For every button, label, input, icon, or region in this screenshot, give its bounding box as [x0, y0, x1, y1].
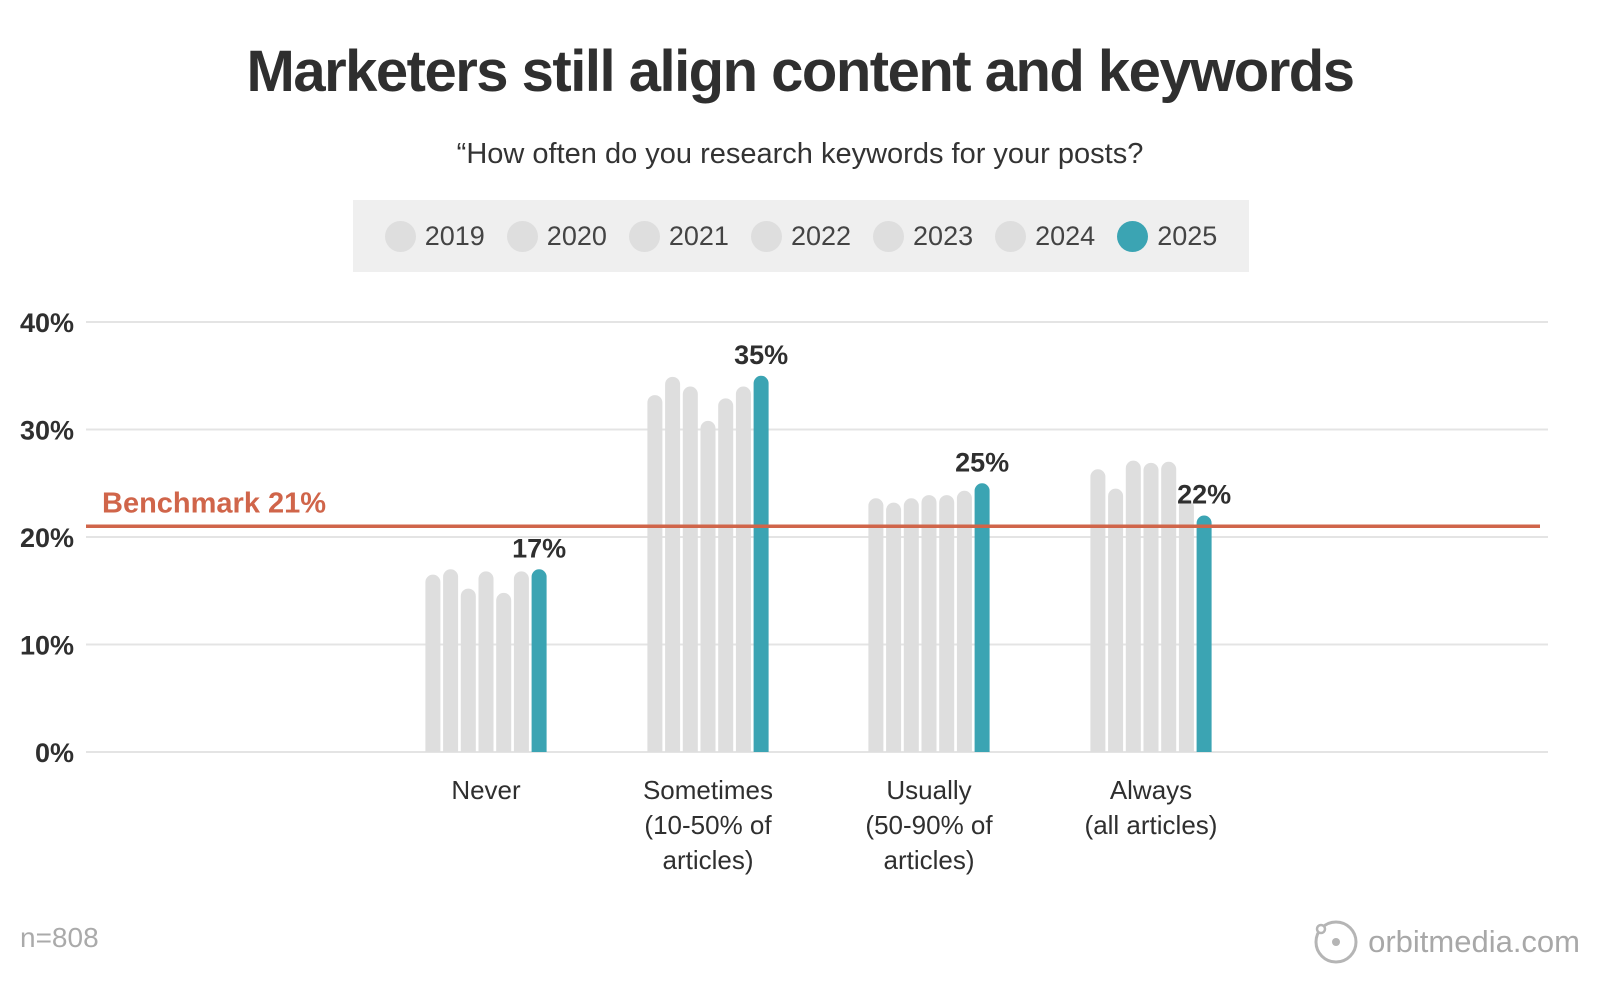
bar-2019: [647, 395, 663, 752]
legend-item-2022: 2022: [750, 220, 852, 252]
legend: 2019 2020 2021 2022 2023 2024 2025: [353, 200, 1249, 272]
legend-label: 2019: [424, 220, 485, 251]
category-label: (10-50% of: [644, 810, 772, 840]
legend-swatch: [628, 220, 660, 252]
legend-swatch: [995, 220, 1027, 252]
bar-2022: [921, 495, 937, 752]
legend-label: 2020: [546, 220, 607, 251]
data-label: 35%: [734, 340, 788, 370]
y-tick-label: 30%: [20, 416, 74, 446]
legend-label: 2024: [1035, 220, 1096, 251]
brand-text: orbitmedia.com: [1368, 924, 1580, 959]
bar-2019: [1090, 469, 1106, 752]
bar-2021: [460, 588, 476, 752]
data-label: 22%: [1177, 480, 1231, 510]
chart-title: Marketers still align content and keywor…: [246, 39, 1356, 104]
legend-item-2019: 2019: [384, 220, 485, 252]
legend-label: 2025: [1157, 220, 1218, 251]
legend-label: 2023: [913, 220, 974, 251]
bar-2020: [1108, 488, 1124, 752]
bar-2023: [939, 495, 955, 752]
category-label: articles): [662, 845, 753, 875]
bar-2022: [478, 571, 494, 752]
bar-2024: [1178, 499, 1194, 752]
category-label: Never: [451, 775, 521, 805]
data-label: 25%: [955, 447, 1009, 477]
y-tick-label: 20%: [20, 523, 74, 553]
legend-item-2020: 2020: [506, 220, 607, 252]
bar-2022: [700, 420, 716, 752]
y-tick-label: 40%: [20, 308, 74, 338]
bar-2025: [531, 569, 547, 752]
y-tick-label: 10%: [20, 631, 74, 661]
y-tick-label: 0%: [35, 738, 74, 768]
bar-2025: [1196, 515, 1212, 752]
category-label: Always: [1110, 775, 1192, 805]
legend-swatch: [384, 220, 416, 252]
bar-2021: [1125, 460, 1141, 752]
chart-subtitle: “How often do you research keywords for …: [456, 138, 1144, 170]
bar-2020: [443, 569, 459, 752]
bar-2023: [1161, 461, 1177, 752]
bar-2023: [496, 592, 512, 752]
sample-size-note: n=808: [20, 922, 99, 953]
bar-2019: [868, 498, 884, 752]
bar-2023: [718, 398, 734, 752]
category-label: (all articles): [1085, 810, 1218, 840]
legend-item-2025: 2025: [1117, 220, 1218, 252]
bar-2020: [886, 502, 902, 752]
bar-2025: [753, 375, 769, 752]
orbit-logo-icon: [1314, 920, 1358, 964]
legend-item-2024: 2024: [995, 220, 1096, 252]
brand-watermark: orbitmedia.com: [1312, 918, 1580, 966]
bar-2024: [956, 490, 972, 752]
bar-2021: [682, 386, 698, 752]
bar-2025: [974, 483, 990, 752]
data-label: 17%: [512, 533, 566, 563]
legend-item-2023: 2023: [873, 220, 974, 252]
category-label: articles): [883, 845, 974, 875]
legend-swatch: [750, 220, 782, 252]
bar-2024: [735, 386, 751, 752]
legend-item-2021: 2021: [628, 220, 729, 252]
category-label: Sometimes: [643, 775, 773, 805]
bar-2020: [665, 376, 681, 752]
bar-2022: [1143, 462, 1159, 752]
bar-2021: [903, 498, 919, 752]
bar-2024: [513, 571, 529, 752]
benchmark-label: Benchmark 21%: [102, 487, 326, 519]
bar-2019: [425, 574, 441, 752]
legend-swatch: [873, 220, 905, 252]
legend-label: 2021: [668, 220, 729, 251]
category-label: (50-90% of: [865, 810, 993, 840]
legend-swatch: [506, 220, 538, 252]
legend-swatch: [1117, 220, 1149, 252]
category-label: Usually: [886, 775, 971, 805]
legend-label: 2022: [790, 220, 852, 251]
